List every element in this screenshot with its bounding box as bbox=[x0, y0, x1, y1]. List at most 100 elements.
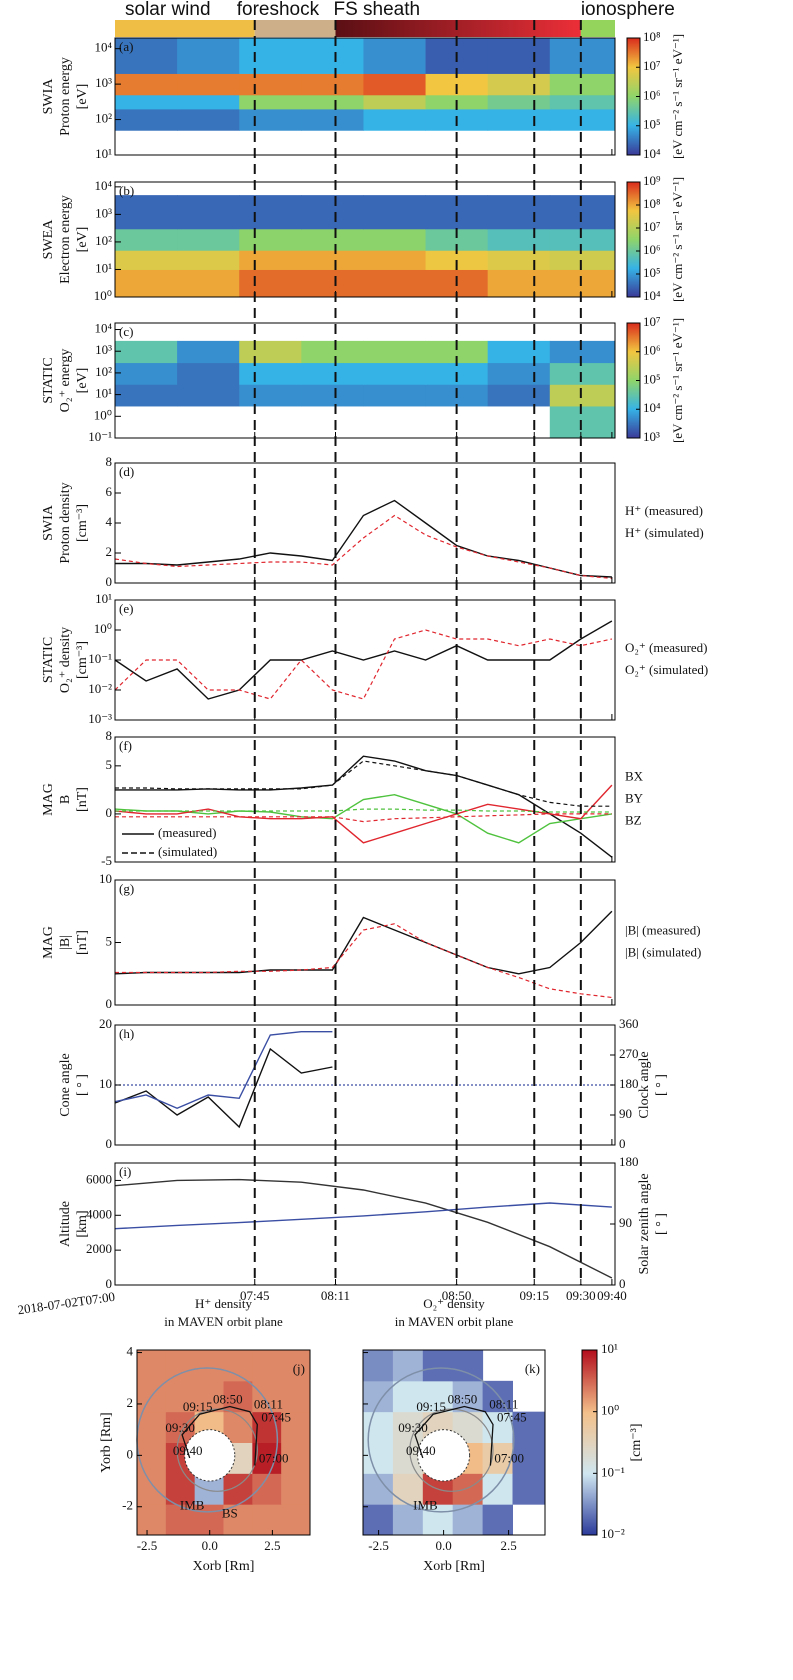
spectrogram-cell bbox=[487, 38, 551, 74]
panel-tag: (e) bbox=[119, 601, 133, 616]
panel-tag: (h) bbox=[119, 1026, 134, 1041]
y2-tick-label: 0 bbox=[619, 1136, 626, 1151]
spectrogram-cell bbox=[177, 340, 240, 364]
legend-entry: O₂⁺ (simulated) bbox=[625, 662, 708, 677]
legend-entry: |B| (simulated) bbox=[625, 944, 701, 959]
y-tick-label: 0 bbox=[106, 1136, 113, 1151]
y-tick-label: 6 bbox=[106, 484, 113, 499]
spectrogram-cell bbox=[425, 228, 489, 251]
map-cell bbox=[512, 1473, 546, 1505]
y-tick-label: 10² bbox=[95, 233, 112, 248]
spectrogram-cell bbox=[487, 250, 551, 270]
spectrogram-cell bbox=[549, 362, 616, 385]
colorbar-tick-label: 10⁻¹ bbox=[601, 1464, 625, 1479]
y-axis-label: MAG bbox=[41, 926, 56, 959]
data-line bbox=[114, 784, 613, 844]
spectrogram-cell bbox=[115, 362, 178, 385]
x-axis-label: Xorb [Rm] bbox=[423, 1559, 485, 1574]
panel-frame bbox=[114, 181, 616, 298]
orbit-label: 09:15 bbox=[183, 1399, 213, 1414]
spectrogram-cell bbox=[115, 228, 178, 251]
spectrogram-cell bbox=[487, 94, 551, 110]
spectrogram-cell bbox=[363, 384, 427, 407]
y-tick-label: 8 bbox=[106, 728, 113, 743]
spectrogram-cell bbox=[239, 228, 302, 251]
colorbar-tick-label: 10⁷ bbox=[643, 58, 661, 73]
map-cell bbox=[452, 1350, 484, 1382]
data-line bbox=[115, 923, 612, 999]
spectrogram-cell bbox=[549, 405, 616, 439]
map-cell bbox=[223, 1350, 253, 1382]
spectrogram-cell bbox=[177, 108, 240, 131]
spectrogram-cell bbox=[239, 94, 302, 110]
y-tick-label: -5 bbox=[101, 853, 112, 868]
y-tick-label: 10⁰ bbox=[94, 407, 112, 422]
data-line bbox=[114, 910, 613, 975]
y-tick-label: 10⁴ bbox=[94, 178, 112, 193]
x-tick-label: -2.5 bbox=[137, 1538, 158, 1553]
map-title: in MAVEN orbit plane bbox=[164, 1314, 283, 1329]
y-tick-label: 2 bbox=[127, 1395, 134, 1410]
legend-entry: H⁺ (measured) bbox=[625, 503, 703, 518]
spectrogram-cell bbox=[301, 108, 364, 131]
map-cell bbox=[252, 1380, 282, 1413]
y2-tick-label: 90 bbox=[619, 1106, 632, 1121]
map-cell bbox=[165, 1350, 196, 1382]
y-axis-label: [km] bbox=[75, 1210, 90, 1237]
spectrogram-cell bbox=[239, 269, 302, 298]
map-cell bbox=[363, 1380, 394, 1413]
spectrogram-cell bbox=[115, 73, 178, 96]
spectrogram-cell bbox=[301, 269, 364, 298]
colorbar-label: [cm⁻³] bbox=[629, 1423, 644, 1461]
map-cell bbox=[512, 1411, 546, 1443]
bow-shock bbox=[367, 1367, 515, 1513]
map-title: O₂⁺ density bbox=[423, 1296, 485, 1311]
y2-tick-label: 360 bbox=[619, 1016, 639, 1031]
spectrogram-cell bbox=[487, 73, 551, 96]
map-cell bbox=[392, 1473, 424, 1505]
colorbar-tick-label: 10⁷ bbox=[643, 314, 661, 329]
spectrogram-cell bbox=[239, 340, 302, 364]
spectrogram-cell bbox=[487, 384, 551, 407]
colorbar-tick-label: 10⁵ bbox=[643, 265, 661, 280]
y-axis-label: Proton density bbox=[58, 482, 73, 563]
region-label: solar wind bbox=[125, 0, 211, 20]
colorbar-tick-label: 10⁵ bbox=[643, 371, 661, 386]
colorbar-tick-label: 10⁴ bbox=[643, 146, 661, 161]
y-axis-label: O₂⁺ density bbox=[58, 627, 73, 693]
orbit-label: 09:15 bbox=[416, 1399, 446, 1414]
legend-entry: (simulated) bbox=[158, 844, 217, 859]
map-cell bbox=[281, 1473, 311, 1505]
y-axis-label: [nT] bbox=[75, 787, 90, 812]
y-axis-label: Electron energy bbox=[58, 195, 73, 284]
y2-axis-label: Clock angle bbox=[637, 1051, 652, 1118]
spectrogram-cell bbox=[115, 340, 178, 364]
map-cell bbox=[422, 1350, 454, 1382]
map-cell bbox=[482, 1380, 513, 1413]
x-tick-label: 08:50 bbox=[442, 1288, 472, 1303]
map-cell bbox=[512, 1442, 546, 1474]
spectrogram-cell bbox=[549, 73, 616, 96]
data-line bbox=[114, 1178, 613, 1279]
panel-frame bbox=[114, 322, 616, 439]
spectrogram-cell bbox=[177, 38, 240, 74]
x-axis-label: Xorb [Rm] bbox=[193, 1559, 255, 1574]
map-frame bbox=[136, 1349, 311, 1536]
y-tick-label: 10⁰ bbox=[94, 621, 112, 636]
spectrogram-cell bbox=[487, 269, 551, 298]
panel-tag: (k) bbox=[525, 1361, 540, 1376]
colorbar-tick-label: 10⁵ bbox=[643, 117, 661, 132]
map-cell bbox=[392, 1350, 424, 1382]
data-line bbox=[114, 1202, 612, 1230]
map-cell bbox=[194, 1380, 224, 1413]
panel-tag: (a) bbox=[119, 39, 133, 54]
y-axis-label: [cm⁻³] bbox=[75, 641, 90, 679]
spectrogram-cell bbox=[239, 108, 302, 131]
x-tick-label: 09:30 bbox=[566, 1288, 596, 1303]
orbit-label: 07:45 bbox=[497, 1409, 527, 1424]
spectrogram-cell bbox=[549, 269, 616, 298]
orbit-label: 09:40 bbox=[406, 1443, 436, 1458]
region-label: FS sheath bbox=[333, 0, 420, 20]
map-cell bbox=[281, 1380, 311, 1413]
